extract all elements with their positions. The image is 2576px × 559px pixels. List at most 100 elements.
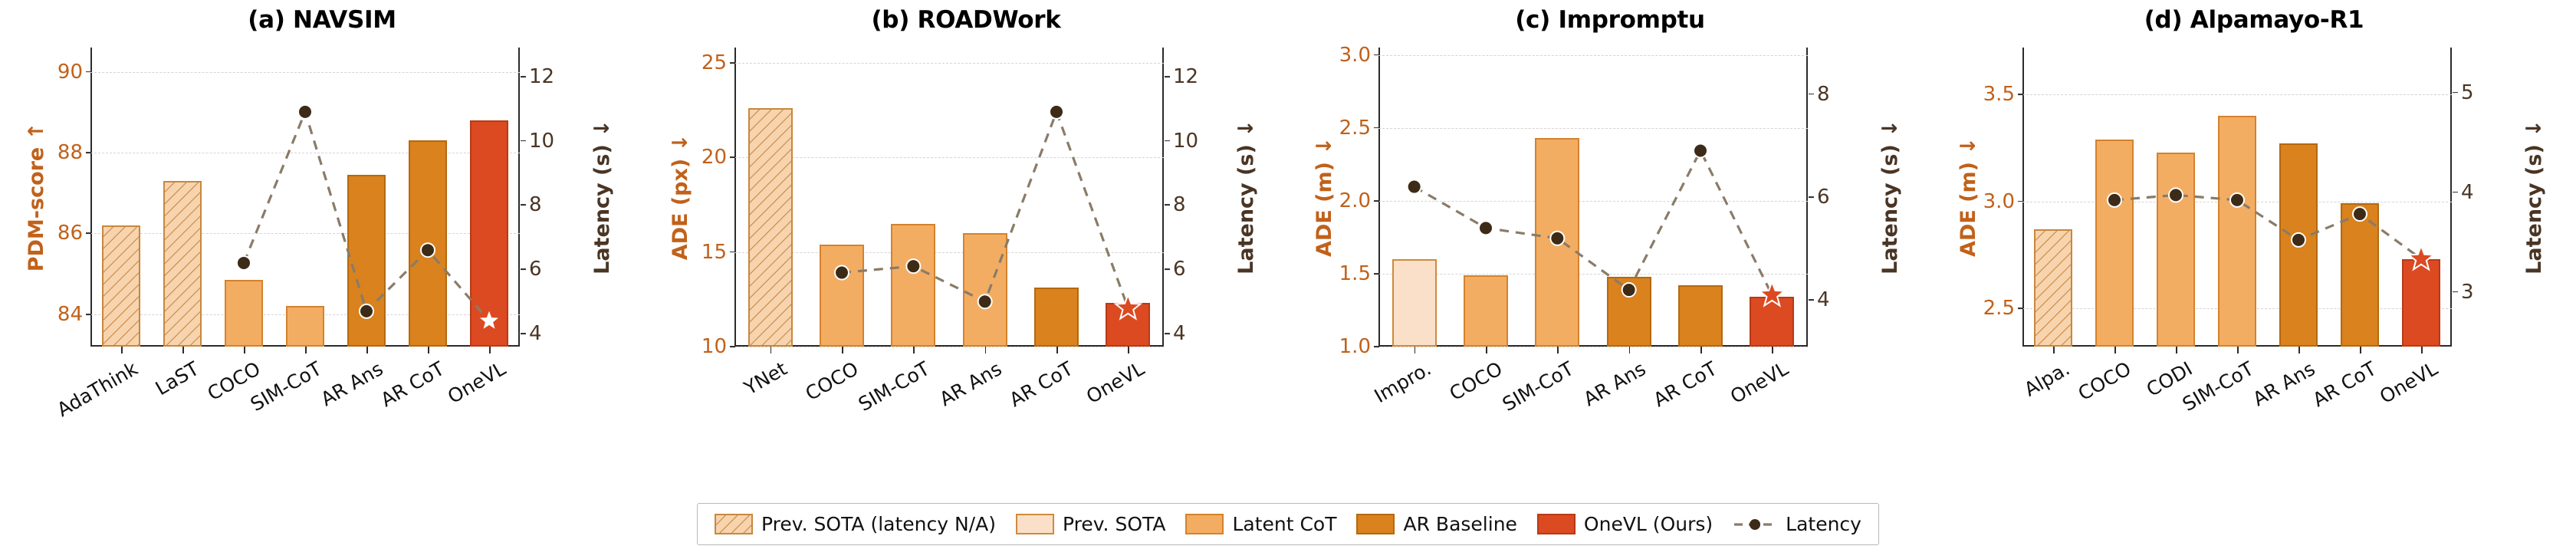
bar-adathink xyxy=(102,225,141,347)
bar-sim-cot xyxy=(2218,116,2256,347)
latency-point-marker xyxy=(1049,104,1064,120)
y-tick-label-right: 8 xyxy=(1164,193,1186,216)
y-tick-label-left: 2.5 xyxy=(1983,297,2022,320)
gridline xyxy=(90,233,520,235)
y-tick-label-left: 3.5 xyxy=(1983,83,2022,106)
legend-label: AR Baseline xyxy=(1403,513,1517,535)
bar-coco xyxy=(820,244,864,347)
bar-ynet xyxy=(748,108,793,347)
bar-ar-ans xyxy=(2279,143,2318,347)
bar-ar-cot xyxy=(409,140,447,347)
y-tick-label-right: 5 xyxy=(2452,81,2474,104)
bar-coco xyxy=(2095,139,2134,347)
bar-last xyxy=(163,180,202,347)
legend-label: OneVL (Ours) xyxy=(1583,513,1714,535)
gridline xyxy=(90,71,520,73)
legend-item-prev-sota[interactable]: Prev. SOTA xyxy=(1015,513,1165,535)
y-tick-label-left: 1.5 xyxy=(1339,262,1378,285)
y-tick-label-right: 6 xyxy=(1808,186,1830,209)
y-axis-label-left: ADE (m) ↓ xyxy=(1957,137,1980,257)
legend-item-onevl-ours-[interactable]: OneVL (Ours) xyxy=(1536,513,1714,535)
y-tick-label-left: 10 xyxy=(702,335,734,358)
gridline xyxy=(1378,273,1808,275)
y-tick-label-right: 3 xyxy=(2452,281,2474,304)
gridline xyxy=(2022,94,2452,96)
plot-area: 10 15 20 25 4 6 8 10 12 ADE (px) ↓ Latency (s) ↓ YN… xyxy=(669,48,1258,416)
y-axis-label-left: PDM-score ↑ xyxy=(25,122,48,272)
right-axis-line xyxy=(518,48,520,347)
y-tick-label-left: 90 xyxy=(58,61,90,84)
bar-ar-cot xyxy=(1678,285,1723,347)
y-tick-label-left: 20 xyxy=(702,146,734,169)
x-tick-mark xyxy=(2360,347,2361,353)
bottom-axis-line xyxy=(1378,345,1808,347)
y-axis-label-right: Latency (s) ↓ xyxy=(1878,120,1902,275)
gridline xyxy=(734,62,1164,64)
y-axis-label-left: ADE (m) ↓ xyxy=(1313,137,1336,257)
panel-title: (c) Impromptu xyxy=(1515,6,1705,34)
bar-impro- xyxy=(1392,258,1437,347)
gridline xyxy=(734,252,1164,253)
x-tick-mark xyxy=(182,347,184,353)
bar-alpa- xyxy=(2034,229,2073,347)
bar-onevl xyxy=(1106,303,1151,347)
plot-area: 2.5 3.0 3.5 3 4 5 ADE (m) ↓ Latency (s) ↓ Alpa. C… xyxy=(1957,48,2546,416)
right-axis-line xyxy=(2450,48,2452,347)
x-tick-mark xyxy=(244,347,245,353)
right-axis-line xyxy=(1162,48,1164,347)
x-tick-mark xyxy=(2176,347,2177,353)
latency-series xyxy=(834,104,1143,321)
x-tick-mark xyxy=(2053,347,2055,353)
y-tick-label-left: 2.5 xyxy=(1339,117,1378,140)
y-tick-label-left: 3.0 xyxy=(1339,44,1378,67)
x-tick-mark xyxy=(1557,347,1559,353)
x-tick-mark xyxy=(305,347,307,353)
y-tick-label-right: 6 xyxy=(520,258,542,281)
plot-area: 84 86 88 90 4 6 8 10 12 PDM-score ↑ Latency (s) ↓ A… xyxy=(25,48,614,421)
legend-swatch xyxy=(1356,514,1395,534)
legend-label: Latent CoT xyxy=(1232,513,1337,535)
legend-swatch xyxy=(1536,514,1576,534)
x-tick-mark xyxy=(1772,347,1774,353)
left-axis-line xyxy=(2022,48,2024,347)
legend-item-ar-baseline[interactable]: AR Baseline xyxy=(1356,513,1517,535)
y-tick-label-right: 4 xyxy=(1164,322,1186,345)
legend-label: Latency xyxy=(1786,513,1861,535)
bar-ar-ans xyxy=(962,232,1007,347)
x-tick-mark xyxy=(984,347,987,353)
figure-legend: Prev. SOTA (latency N/A) Prev. SOTA Latent… xyxy=(697,503,1879,545)
y-tick-label-right: 10 xyxy=(520,130,554,153)
x-tick-mark xyxy=(1486,347,1487,353)
x-tick-mark xyxy=(842,347,843,353)
bar-onevl xyxy=(2402,258,2440,347)
latency-series xyxy=(236,104,505,334)
bar-codi xyxy=(2157,152,2195,347)
x-tick-mark xyxy=(2114,347,2116,353)
y-tick-label-left: 15 xyxy=(702,241,734,264)
y-axis-label-left: ADE (px) ↓ xyxy=(669,133,692,261)
bar-ar-cot xyxy=(2341,203,2379,347)
latency-point-marker xyxy=(236,255,251,271)
panel-title: (a) NAVSIM xyxy=(248,6,396,34)
legend-item-prev-sota-latency-n-a-[interactable]: Prev. SOTA (latency N/A) xyxy=(715,513,996,535)
left-axis-line xyxy=(734,48,736,347)
bar-onevl xyxy=(1750,297,1795,347)
latency-point-marker xyxy=(1693,143,1708,159)
y-tick-label-left: 1.0 xyxy=(1339,335,1378,358)
legend-swatch xyxy=(715,514,754,534)
y-tick-label-left: 88 xyxy=(58,141,90,164)
bar-coco xyxy=(1464,275,1508,347)
panel-title: (b) ROADWork xyxy=(871,6,1061,34)
y-tick-label-left: 2.0 xyxy=(1339,189,1378,212)
panel-a: (a) NAVSIM 84 86 88 90 4 6 8 10 12 PDM-score ↑ Late… xyxy=(0,0,644,460)
legend-item-latency[interactable]: Latency xyxy=(1733,513,1861,535)
legend-item-latent-cot[interactable]: Latent CoT xyxy=(1185,513,1337,535)
bar-sim-cot xyxy=(1535,137,1580,347)
bar-ar-ans xyxy=(347,175,386,347)
latency-point-marker xyxy=(297,104,313,120)
latency-point-marker xyxy=(1406,179,1422,195)
y-tick-label-left: 3.0 xyxy=(1983,190,2022,213)
panel-c: (c) Impromptu 1.0 1.5 2.0 2.5 3.0 4 6 8 ADE (m) ↓… xyxy=(1288,0,1932,460)
gridline xyxy=(1378,127,1808,129)
